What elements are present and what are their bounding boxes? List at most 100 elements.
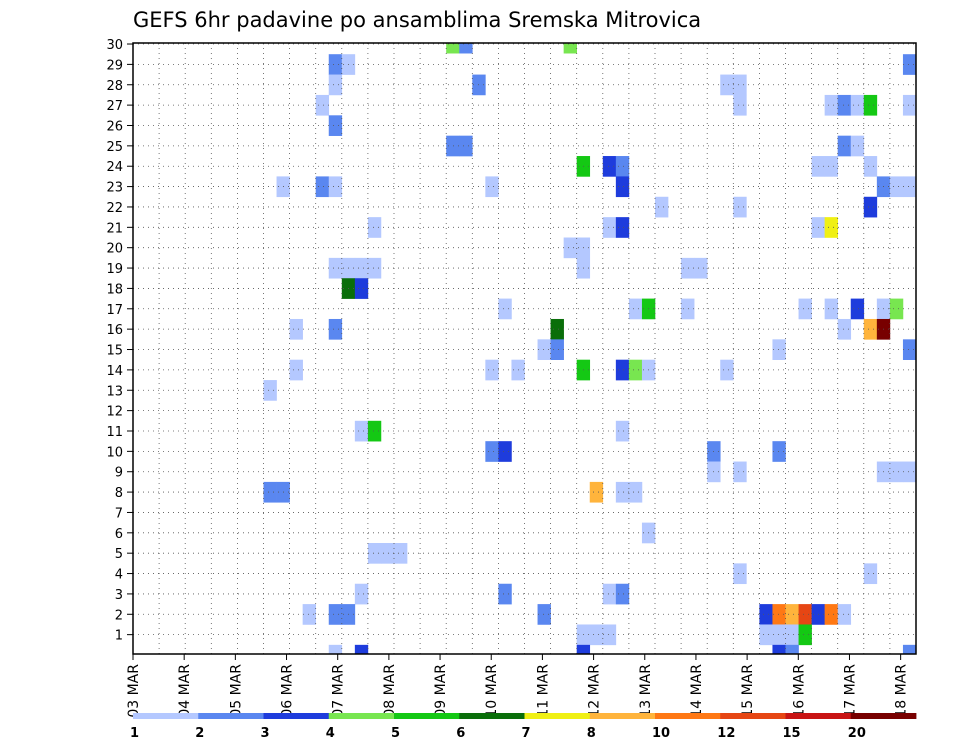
y-tick-label: 1 <box>115 629 123 644</box>
precip-cell <box>354 420 369 442</box>
precip-cell <box>289 359 303 381</box>
colorbar-label: 4 <box>326 726 335 741</box>
precip-cell <box>615 359 630 381</box>
y-tick-label: 7 <box>115 506 123 521</box>
colorbar-swatch <box>394 713 460 719</box>
y-tick-label: 26 <box>106 119 123 134</box>
precip-cell <box>537 604 551 625</box>
colorbar-label: 5 <box>391 726 400 741</box>
colorbar-label: 8 <box>587 726 596 741</box>
colorbar-swatch <box>850 713 917 719</box>
precip-cell <box>498 298 512 320</box>
precip-cell <box>772 441 786 462</box>
precip-cell <box>798 298 812 320</box>
precip-cell <box>328 318 343 340</box>
colorbar-label: 15 <box>783 726 801 741</box>
y-tick-label: 25 <box>106 140 123 155</box>
precip-cell <box>498 583 512 605</box>
precip-cell <box>367 420 382 442</box>
precip-cell <box>485 359 499 381</box>
y-tick-label: 21 <box>106 221 123 236</box>
colorbar-label: 10 <box>652 726 670 741</box>
x-tick-label: 18 MAR <box>894 664 910 718</box>
precip-cell <box>367 217 382 238</box>
precip-cell <box>798 624 812 646</box>
precip-cell <box>550 339 564 360</box>
colorbar-label: 7 <box>522 726 531 741</box>
precip-cell <box>902 54 917 75</box>
y-tick-label: 22 <box>106 201 123 216</box>
precip-cell <box>824 604 838 625</box>
precip-cell <box>394 543 408 564</box>
y-tick-label: 2 <box>115 608 123 623</box>
precip-cell <box>681 257 695 279</box>
precip-cell <box>563 43 577 54</box>
precip-cell <box>824 298 838 320</box>
precip-cell <box>589 481 604 503</box>
precip-cell <box>759 604 773 625</box>
precip-cell <box>354 278 369 299</box>
precip-cell <box>615 217 630 238</box>
colorbar-label: 20 <box>848 726 866 741</box>
precip-cell <box>615 583 630 605</box>
x-tick-label: 08 MAR <box>382 664 398 718</box>
chart-title: GEFS 6hr padavine po ansamblima Sremska … <box>133 8 701 32</box>
precip-cell <box>615 156 630 177</box>
y-tick-label: 23 <box>106 181 123 196</box>
precip-cell <box>328 176 343 198</box>
precip-cell <box>733 94 747 116</box>
x-tick-label: 13 MAR <box>638 664 654 718</box>
y-tick-label: 6 <box>115 527 123 542</box>
precip-cell <box>785 644 799 655</box>
colorbar-swatch <box>589 713 656 719</box>
x-tick-label: 06 MAR <box>280 664 296 718</box>
precip-cell <box>367 257 382 279</box>
precip-cell <box>863 196 878 218</box>
precip-cell <box>328 257 343 279</box>
colorbar-swatch <box>459 713 525 719</box>
grid-lines <box>133 43 916 654</box>
precip-cell <box>328 74 343 96</box>
y-tick-label: 29 <box>106 58 123 73</box>
precip-cell <box>850 298 865 320</box>
precip-cell <box>837 135 852 157</box>
colorbar-swatch <box>785 713 852 719</box>
x-tick-label: 15 MAR <box>740 664 756 718</box>
y-axis-members: 1234567891011121314151617181920212223242… <box>106 38 133 644</box>
precip-cell <box>628 481 643 503</box>
y-tick-label: 8 <box>115 486 123 501</box>
precip-cell <box>837 94 852 116</box>
y-tick-label: 13 <box>106 384 123 399</box>
precip-cell <box>902 644 917 655</box>
precip-cell <box>615 420 630 442</box>
precip-cell <box>733 196 747 218</box>
precip-cell <box>720 359 734 381</box>
precip-cell <box>902 339 917 360</box>
precip-cell <box>602 583 617 605</box>
colorbar-label: 2 <box>195 726 204 741</box>
precip-cell <box>485 176 499 198</box>
colorbar-swatch <box>524 713 591 719</box>
y-tick-label: 15 <box>106 344 123 359</box>
precip-cell <box>628 359 643 381</box>
y-tick-label: 27 <box>106 99 123 114</box>
x-tick-label: 09 MAR <box>433 664 449 718</box>
precip-cell <box>315 176 330 198</box>
precip-cell <box>498 441 512 462</box>
plot-frame <box>132 42 917 655</box>
precip-cell <box>328 115 343 136</box>
precip-cell <box>889 176 904 198</box>
x-tick-label: 14 MAR <box>689 664 705 718</box>
precip-cell <box>772 339 786 360</box>
precip-cell <box>446 135 460 157</box>
precip-cell <box>785 604 799 625</box>
precip-cell <box>785 624 799 646</box>
x-tick-label: 16 MAR <box>791 664 807 718</box>
x-tick-label: 07 MAR <box>331 664 347 718</box>
precip-cell <box>589 624 604 646</box>
precip-cell <box>655 196 669 218</box>
colorbar-swatch <box>328 713 395 719</box>
precip-cell <box>824 217 838 238</box>
precip-cell <box>459 135 473 157</box>
